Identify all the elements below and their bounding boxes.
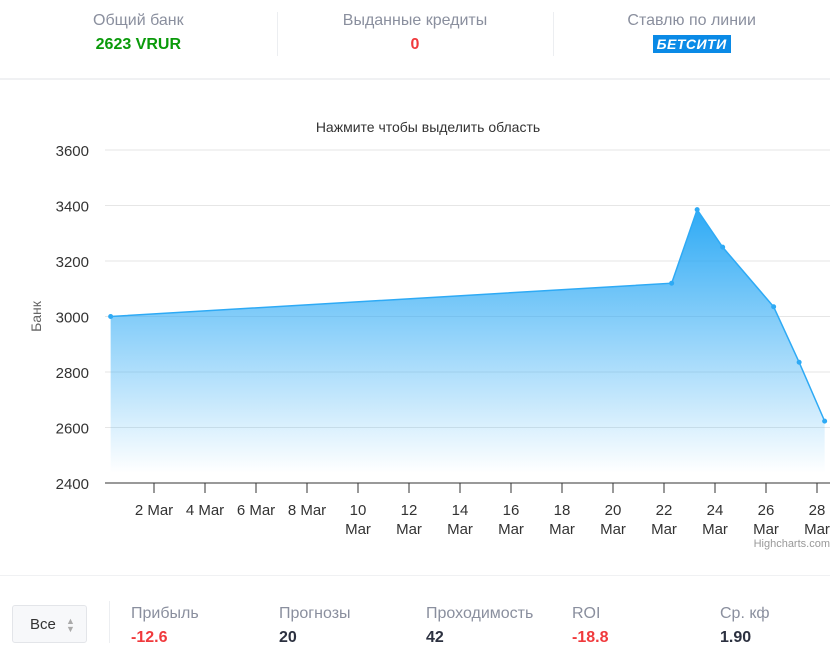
data-point[interactable] xyxy=(771,304,777,310)
divider xyxy=(109,601,110,643)
stat-label: Прибыль xyxy=(131,605,199,622)
y-tick-label: 3600 xyxy=(56,143,89,160)
data-point[interactable] xyxy=(720,244,726,250)
x-tick-label: Mar xyxy=(345,521,371,538)
issued-credits-label: Выданные кредиты xyxy=(342,12,488,29)
x-tick-label: 18 xyxy=(554,502,571,519)
betcity-logo[interactable]: БЕТСИТИ xyxy=(652,35,731,53)
stat-1: Прогнозы 20 xyxy=(279,605,351,647)
x-tick-label: 10 xyxy=(350,502,367,519)
bookmaker: Ставлю по линии БЕТСИТИ xyxy=(553,0,830,78)
x-tick-label: Mar xyxy=(753,521,779,538)
filter-select[interactable]: Все ▲ ▼ xyxy=(12,605,87,643)
x-tick-label: 6 Mar xyxy=(237,502,275,519)
stat-0: Прибыль -12.6 xyxy=(131,605,199,647)
issued-credits: Выданные кредиты 0 xyxy=(276,0,554,78)
y-tick-label: 3200 xyxy=(56,254,89,271)
y-axis-title: Банк xyxy=(28,300,44,332)
x-tick-label: Mar xyxy=(702,521,728,538)
total-bank-value: 2623 VRUR xyxy=(95,36,182,53)
stat-label: Ср. кф xyxy=(720,605,770,622)
total-bank-label: Общий банк xyxy=(93,12,184,29)
stat-3: ROI -18.8 xyxy=(572,605,608,647)
stat-2: Проходимость 42 xyxy=(426,605,533,647)
data-point[interactable] xyxy=(796,359,802,365)
stat-label: Проходимость xyxy=(426,605,534,622)
stat-value: -18.8 xyxy=(572,629,609,646)
y-tick-label: 3400 xyxy=(56,199,89,216)
stat-value: 1.90 xyxy=(720,629,752,646)
data-point[interactable] xyxy=(822,418,828,424)
summary-header: Общий банк 2623 VRUR Выданные кредиты 0 … xyxy=(0,0,830,80)
stat-value: 20 xyxy=(279,629,297,646)
x-tick-label: Mar xyxy=(600,521,626,538)
chart-title: Нажмите чтобы выделить область xyxy=(316,119,540,135)
y-tick-label: 2400 xyxy=(56,476,89,493)
x-tick-label: 14 xyxy=(452,502,469,519)
x-tick-label: 2 Mar xyxy=(135,502,173,519)
x-tick-label: Mar xyxy=(651,521,677,538)
x-tick-label: 24 xyxy=(707,502,724,519)
x-tick-label: 28 xyxy=(809,502,826,519)
x-tick-label: 4 Mar xyxy=(186,502,224,519)
data-point[interactable] xyxy=(108,314,114,319)
stat-label: Прогнозы xyxy=(279,605,351,622)
stat-4: Ср. кф 1.90 xyxy=(720,605,770,647)
stat-value: 42 xyxy=(426,629,444,646)
highcharts-credits[interactable]: Highcharts.com xyxy=(754,538,830,550)
stat-label: ROI xyxy=(572,605,601,622)
data-point[interactable] xyxy=(694,207,700,213)
x-tick-label: 20 xyxy=(605,502,622,519)
x-tick-label: 8 Mar xyxy=(288,502,326,519)
y-tick-label: 2600 xyxy=(56,421,89,438)
x-tick-label: 12 xyxy=(401,502,418,519)
x-tick-label: 22 xyxy=(656,502,673,519)
issued-credits-value: 0 xyxy=(410,36,420,53)
bookmaker-label: Ставлю по линии xyxy=(627,12,756,29)
filter-value: Все xyxy=(30,616,56,633)
x-tick-label: Mar xyxy=(396,521,422,538)
sort-arrows-icon: ▲ ▼ xyxy=(66,616,75,634)
x-tick-label: Mar xyxy=(804,521,830,538)
x-tick-label: Mar xyxy=(498,521,524,538)
y-tick-label: 3000 xyxy=(56,310,89,327)
area-fill xyxy=(110,209,825,473)
y-tick-label: 2800 xyxy=(56,365,89,382)
stat-value: -12.6 xyxy=(131,629,168,646)
bank-chart[interactable]: Нажмите чтобы выделить область 2400 2600 28… xyxy=(0,80,830,575)
x-tick-label: Mar xyxy=(549,521,575,538)
stats-bar: Все ▲ ▼ Прибыль -12.6 Прогнозы 20 Проходимость… xyxy=(0,575,830,657)
data-point[interactable] xyxy=(669,280,675,286)
x-tick-label: 16 xyxy=(503,502,520,519)
total-bank: Общий банк 2623 VRUR xyxy=(0,0,277,78)
x-tick-label: Mar xyxy=(447,521,473,538)
x-tick-label: 26 xyxy=(758,502,775,519)
